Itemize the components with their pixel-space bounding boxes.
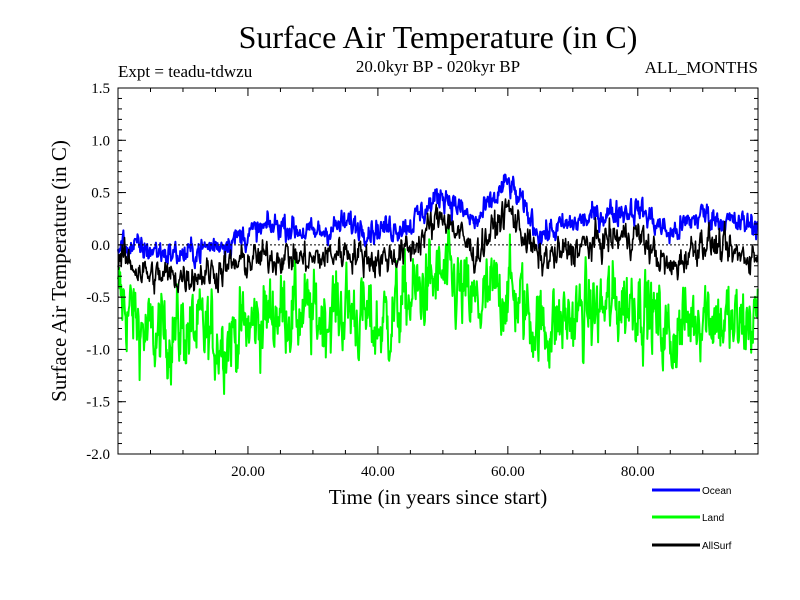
y-tick-label: 0.0 xyxy=(91,238,110,254)
y-tick-label: -1.5 xyxy=(86,395,110,411)
x-tick-label: 20.00 xyxy=(231,464,265,480)
months-label: ALL_MONTHS xyxy=(645,58,758,77)
y-tick-label: -2.0 xyxy=(86,447,110,463)
chart-title: Surface Air Temperature (in C) xyxy=(239,19,638,55)
y-axis-label: Surface Air Temperature (in C) xyxy=(47,140,71,402)
y-tick-label: -1.0 xyxy=(86,342,110,358)
x-tick-label: 80.00 xyxy=(621,464,655,480)
x-tick-label: 60.00 xyxy=(491,464,525,480)
y-tick-label: 1.0 xyxy=(91,133,110,149)
y-tick-label: 0.5 xyxy=(91,186,110,202)
y-tick-label: 1.5 xyxy=(91,81,110,97)
x-axis-label: Time (in years since start) xyxy=(329,485,548,509)
series-line-allsurf xyxy=(117,198,759,295)
axes-layer: -2.0 -1.5 -1.0 -0.5 0.0 0.5 1.0 1.5 20.00 40.00 60… xyxy=(86,81,758,480)
series-line-land xyxy=(117,225,759,395)
x-tick-label: 40.00 xyxy=(361,464,395,480)
legend-land-label: Land xyxy=(702,513,724,524)
y-tick-label: -0.5 xyxy=(86,290,110,306)
experiment-label: Expt = teadu-tdwzu xyxy=(118,62,253,81)
legend-ocean-label: Ocean xyxy=(702,486,731,497)
series-layer xyxy=(117,173,759,395)
legend-allsurf-label: AllSurf xyxy=(702,541,732,552)
period-label: 20.0kyr BP - 020kyr BP xyxy=(356,57,520,76)
plot-frame xyxy=(117,87,759,455)
legend: Ocean Land AllSurf xyxy=(652,486,732,552)
